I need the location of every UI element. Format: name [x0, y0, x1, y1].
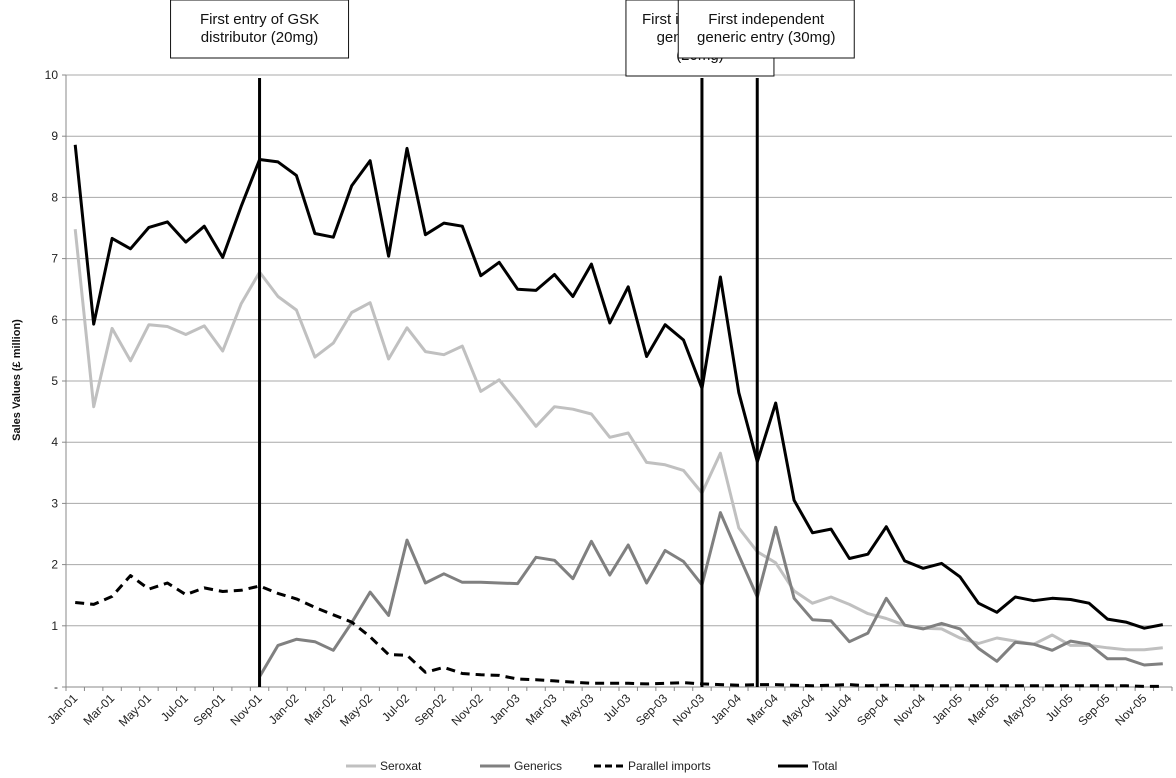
- x-tick-label: Jul-02: [379, 691, 412, 724]
- legend-item-total: Total: [778, 759, 837, 773]
- grid-lines: [62, 74, 1173, 691]
- y-tick-label: 5: [51, 374, 58, 388]
- x-tick-label: Sep-05: [1075, 691, 1112, 728]
- legend-label: Total: [812, 759, 837, 773]
- legend-item-seroxat: Seroxat: [346, 759, 422, 773]
- x-tick-label: May-02: [337, 691, 375, 729]
- x-tick-label: Jul-01: [158, 691, 191, 724]
- x-tick-label: Nov-02: [449, 691, 486, 728]
- legend-label: Generics: [514, 759, 562, 773]
- y-tick-label: 1: [51, 619, 58, 633]
- annotation-box: [170, 0, 350, 59]
- legend-label: Seroxat: [380, 759, 422, 773]
- series-line-seroxat: [73, 229, 1163, 652]
- y-tick-label: -: [54, 680, 58, 694]
- annotation-text: First independent: [708, 11, 825, 28]
- x-tick-label: May-01: [116, 691, 154, 729]
- legend-item-generics: Generics: [480, 759, 562, 773]
- series-lines: [73, 144, 1164, 688]
- y-tick-label: 8: [51, 190, 58, 204]
- y-tick-label: 4: [51, 435, 58, 449]
- annotation-text: distributor (20mg): [201, 29, 319, 46]
- x-tick-label: Jan-01: [44, 691, 80, 727]
- annotation-box: [677, 0, 855, 59]
- y-tick-label: 3: [51, 496, 58, 510]
- x-tick-label: Nov-04: [891, 691, 928, 728]
- x-tick-label: Jul-03: [600, 691, 633, 724]
- x-tick-label: Mar-02: [302, 691, 339, 728]
- x-tick-label: Sep-01: [191, 691, 228, 728]
- annotation-text: First entry of GSK: [200, 11, 319, 28]
- x-tick-label: May-03: [558, 691, 596, 729]
- x-tick-label: Jul-05: [1043, 691, 1076, 724]
- x-tick-label: Mar-01: [80, 691, 117, 728]
- legend: Seroxat Generics Parallel imports Total: [346, 759, 837, 773]
- x-tick-label: Jul-04: [822, 691, 855, 724]
- x-tick-label: Jan-04: [708, 691, 744, 727]
- series-line-total: [73, 144, 1164, 630]
- y-tick-labels: - 1 2 3 4 5 6 7 8 9 10: [45, 68, 59, 694]
- x-tick-label: Mar-03: [523, 691, 560, 728]
- x-tick-label: Nov-03: [670, 691, 707, 728]
- x-tick-label: Sep-04: [854, 691, 891, 728]
- x-tick-label: Jan-05: [929, 691, 965, 727]
- legend-item-parallel-imports: Parallel imports: [594, 759, 711, 773]
- x-tick-label: Nov-01: [227, 691, 264, 728]
- x-tick-label: Jan-03: [487, 691, 523, 727]
- y-tick-label: 2: [51, 558, 58, 572]
- x-tick-label: Sep-02: [412, 691, 449, 728]
- series-line-parallel-imports: [75, 574, 1163, 688]
- x-tick-label: May-04: [779, 691, 817, 729]
- y-tick-label: 9: [51, 129, 58, 143]
- y-tick-label: 10: [45, 68, 59, 82]
- annotation-text: generic entry (30mg): [697, 29, 835, 46]
- x-tick-label: Jan-02: [266, 691, 302, 727]
- x-tick-label: Mar-05: [965, 691, 1002, 728]
- y-tick-label: 7: [51, 252, 58, 266]
- series-line-generics: [258, 511, 1163, 678]
- x-tick-label: Mar-04: [744, 691, 781, 728]
- y-axis-label: Sales Values (£ million): [11, 319, 23, 441]
- x-tick-label: Nov-05: [1112, 691, 1149, 728]
- legend-label: Parallel imports: [628, 759, 711, 773]
- y-tick-label: 6: [51, 313, 58, 327]
- x-tick-label: Sep-03: [633, 691, 670, 728]
- x-tick-label: May-05: [1001, 691, 1039, 729]
